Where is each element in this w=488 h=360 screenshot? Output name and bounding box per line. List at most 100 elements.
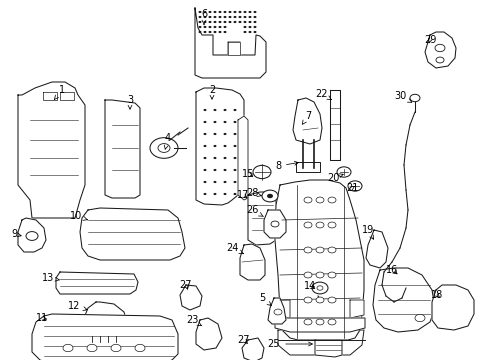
Circle shape bbox=[213, 16, 216, 18]
Text: 12: 12 bbox=[68, 301, 87, 311]
Circle shape bbox=[414, 314, 424, 322]
Circle shape bbox=[208, 21, 211, 23]
Text: 4: 4 bbox=[164, 133, 171, 149]
Circle shape bbox=[203, 11, 206, 13]
Polygon shape bbox=[32, 314, 178, 360]
Circle shape bbox=[253, 31, 256, 33]
Circle shape bbox=[150, 138, 178, 158]
Circle shape bbox=[262, 190, 278, 202]
Polygon shape bbox=[247, 192, 275, 245]
Circle shape bbox=[233, 21, 236, 23]
Circle shape bbox=[198, 26, 201, 28]
Circle shape bbox=[213, 109, 216, 111]
Polygon shape bbox=[349, 300, 363, 318]
Circle shape bbox=[218, 21, 221, 23]
Circle shape bbox=[223, 169, 226, 171]
Polygon shape bbox=[80, 208, 184, 260]
Circle shape bbox=[223, 11, 226, 13]
Circle shape bbox=[213, 181, 216, 183]
Circle shape bbox=[213, 133, 216, 135]
Circle shape bbox=[213, 21, 216, 23]
Circle shape bbox=[203, 181, 206, 183]
Polygon shape bbox=[84, 302, 128, 340]
Circle shape bbox=[208, 11, 211, 13]
Circle shape bbox=[304, 197, 311, 203]
Polygon shape bbox=[195, 8, 265, 78]
Circle shape bbox=[158, 144, 170, 152]
Text: 9: 9 bbox=[11, 229, 21, 239]
Text: 24: 24 bbox=[225, 243, 243, 254]
Circle shape bbox=[327, 222, 335, 228]
Circle shape bbox=[327, 197, 335, 203]
Polygon shape bbox=[227, 42, 240, 55]
Text: 30: 30 bbox=[393, 91, 411, 102]
Text: 3: 3 bbox=[127, 95, 133, 109]
Circle shape bbox=[26, 231, 38, 240]
Circle shape bbox=[198, 11, 201, 13]
Polygon shape bbox=[180, 285, 202, 310]
Circle shape bbox=[223, 26, 226, 28]
Circle shape bbox=[233, 121, 236, 123]
Polygon shape bbox=[274, 318, 364, 332]
Polygon shape bbox=[314, 340, 341, 357]
Text: 18: 18 bbox=[430, 290, 442, 300]
Circle shape bbox=[434, 44, 444, 52]
Circle shape bbox=[243, 16, 246, 18]
Circle shape bbox=[248, 21, 251, 23]
Circle shape bbox=[228, 21, 231, 23]
Circle shape bbox=[218, 11, 221, 13]
Polygon shape bbox=[431, 285, 473, 330]
Circle shape bbox=[315, 272, 324, 278]
Circle shape bbox=[198, 21, 201, 23]
Circle shape bbox=[213, 157, 216, 159]
Circle shape bbox=[336, 167, 350, 177]
Text: 19: 19 bbox=[361, 225, 373, 239]
Circle shape bbox=[223, 181, 226, 183]
Text: 22: 22 bbox=[315, 89, 331, 100]
Circle shape bbox=[213, 11, 216, 13]
Circle shape bbox=[228, 11, 231, 13]
Circle shape bbox=[213, 31, 216, 33]
Polygon shape bbox=[105, 100, 140, 198]
Circle shape bbox=[203, 121, 206, 123]
Circle shape bbox=[208, 26, 211, 28]
Circle shape bbox=[203, 145, 206, 147]
Polygon shape bbox=[372, 268, 434, 332]
Circle shape bbox=[198, 16, 201, 18]
Circle shape bbox=[316, 286, 323, 290]
Circle shape bbox=[315, 222, 324, 228]
Circle shape bbox=[87, 344, 97, 352]
Text: 1: 1 bbox=[54, 85, 65, 100]
Circle shape bbox=[270, 221, 279, 227]
Circle shape bbox=[243, 26, 246, 28]
Circle shape bbox=[327, 272, 335, 278]
Circle shape bbox=[248, 16, 251, 18]
Circle shape bbox=[253, 16, 256, 18]
Circle shape bbox=[266, 194, 272, 198]
Circle shape bbox=[233, 109, 236, 111]
Polygon shape bbox=[274, 180, 363, 340]
Circle shape bbox=[223, 109, 226, 111]
Polygon shape bbox=[238, 116, 247, 200]
Circle shape bbox=[315, 319, 324, 325]
Circle shape bbox=[223, 31, 226, 33]
Text: 21: 21 bbox=[345, 183, 357, 193]
Text: 11: 11 bbox=[36, 313, 48, 323]
Circle shape bbox=[213, 193, 216, 195]
Text: 25: 25 bbox=[267, 339, 312, 349]
Circle shape bbox=[315, 197, 324, 203]
Circle shape bbox=[223, 16, 226, 18]
Circle shape bbox=[208, 16, 211, 18]
Circle shape bbox=[233, 169, 236, 171]
Circle shape bbox=[213, 121, 216, 123]
Text: 20: 20 bbox=[326, 173, 343, 183]
Circle shape bbox=[223, 145, 226, 147]
Circle shape bbox=[223, 193, 226, 195]
Circle shape bbox=[238, 21, 241, 23]
Circle shape bbox=[218, 26, 221, 28]
Circle shape bbox=[304, 319, 311, 325]
Circle shape bbox=[253, 21, 256, 23]
Circle shape bbox=[111, 344, 121, 352]
Circle shape bbox=[252, 165, 270, 179]
Polygon shape bbox=[292, 98, 321, 144]
